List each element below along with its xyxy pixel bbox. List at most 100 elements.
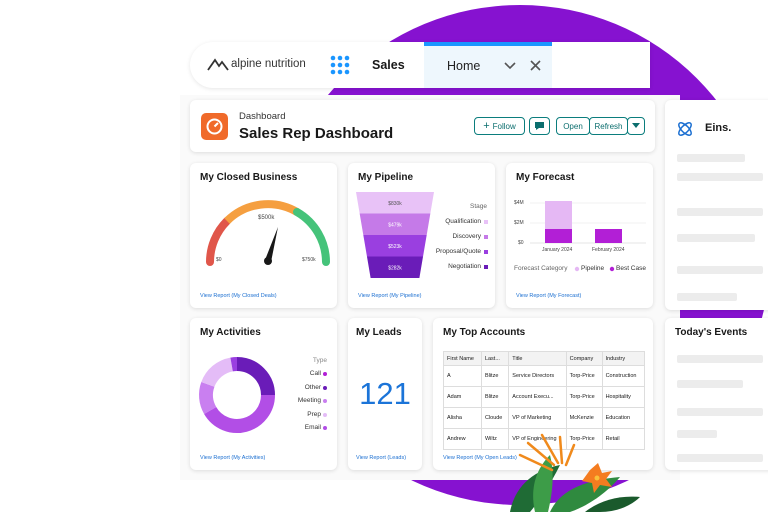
funnel: $830k $479k $523k $282k — [356, 192, 434, 278]
legend-item: Other — [304, 383, 321, 391]
report-link[interactable]: View Report (My Closed Deals) — [200, 293, 277, 299]
foliage — [510, 433, 640, 512]
menu-button[interactable] — [627, 117, 645, 135]
einstein-icon — [678, 122, 692, 136]
einstein-panel: Eins. — [665, 100, 768, 310]
donut-segment — [204, 394, 275, 433]
app-launcher[interactable] — [330, 55, 350, 75]
dot — [344, 55, 350, 61]
app-name: Sales — [372, 58, 405, 72]
dot — [337, 55, 343, 61]
table-cell: Retail — [601, 428, 646, 450]
feed-button[interactable] — [529, 117, 550, 135]
placeholder — [677, 208, 763, 216]
legend-item: Pipeline — [581, 265, 605, 272]
bar-segment — [545, 201, 572, 229]
dot — [330, 69, 336, 75]
header-title: Sales Rep Dashboard — [239, 125, 394, 142]
refresh-button[interactable]: Refresh — [589, 117, 628, 135]
legend-item: Proposal/Quote — [435, 248, 481, 255]
table-cell: Torp-Price — [565, 386, 603, 408]
legend-swatch — [323, 412, 327, 417]
tab-label: Home — [447, 59, 481, 73]
activities-card: My Activities Type View Report (My Activ… — [190, 318, 337, 470]
legend-title: Stage — [470, 203, 487, 210]
button-label: Follow — [492, 121, 516, 131]
dot — [337, 69, 343, 75]
report-link[interactable]: View Report (My Activities) — [200, 455, 266, 461]
placeholder — [677, 266, 763, 274]
leads-card: My Leads 121 View Report (Leads) — [348, 318, 422, 470]
bar-segment — [545, 229, 572, 243]
header-row: First Name Last... Title Company Industry — [443, 351, 646, 366]
legend-item: Discovery — [452, 233, 481, 240]
legend-swatch — [484, 235, 488, 239]
open-button[interactable]: Open — [556, 117, 590, 135]
brand-name: alpine nutrition — [231, 58, 306, 70]
legend-swatch — [323, 372, 327, 376]
dot — [330, 62, 336, 68]
dot — [344, 62, 350, 68]
gauge — [206, 200, 330, 266]
legend-swatch — [484, 250, 488, 254]
y-tick-label: $4M — [514, 200, 524, 206]
legend-item: Negotiation — [448, 263, 481, 270]
legend-item: Email — [304, 424, 321, 431]
funnel-stage — [363, 235, 427, 257]
table-cell: Andrew — [443, 428, 482, 450]
table-cell: Wiltz — [480, 428, 510, 450]
column-header: Company — [565, 351, 603, 366]
bar-segment — [595, 229, 622, 243]
brand-logo — [207, 58, 229, 71]
legend-swatch — [323, 399, 327, 403]
legend-swatch — [323, 385, 327, 390]
card-title: My Activities — [200, 327, 261, 338]
table-cell: Construction — [601, 365, 646, 387]
gauge-min: $0 — [216, 257, 222, 263]
x-tick-label: February 2024 — [592, 247, 625, 253]
gauge-target: $500k — [258, 215, 275, 221]
dot — [344, 69, 350, 75]
table-cell: Service Directors — [508, 365, 567, 387]
legend-item: Best Case — [616, 265, 646, 272]
stage-value: $523k — [388, 244, 402, 250]
table-cell: Torp-Price — [565, 365, 603, 387]
legend-swatch — [323, 426, 327, 430]
table-row: Alisha Cloude VP of Marketing McKenzie Educa… — [443, 407, 646, 429]
stage-value: $282k — [388, 266, 402, 272]
dashboard-icon — [201, 113, 228, 140]
donut-segment — [199, 382, 217, 414]
follow-button[interactable]: + Follow — [474, 117, 525, 135]
gauge-max: $750k — [302, 257, 316, 263]
header-label: Dashboard — [239, 111, 286, 122]
legend-item: Qualification — [445, 218, 481, 225]
placeholder — [677, 430, 717, 438]
report-link[interactable]: View Report (My Open Leads) — [443, 455, 517, 461]
column-header: Title — [508, 351, 567, 366]
forecast-card: My Forecast $4M $2M $0 January 2024 Febr… — [506, 163, 653, 308]
report-link[interactable]: View Report (Leads) — [356, 455, 407, 461]
table-cell: A — [443, 365, 482, 387]
column-header: Last... — [480, 351, 510, 366]
pipeline-card: My Pipeline $830k $479k $523k $282k Stage V… — [348, 163, 495, 308]
funnel-stage — [359, 213, 431, 235]
table-cell: Adam — [443, 386, 482, 408]
report-link[interactable]: View Report (My Forecast) — [516, 293, 582, 299]
dot — [330, 55, 336, 61]
table-cell: Account Execu... — [508, 386, 567, 408]
y-tick-label: $2M — [514, 220, 524, 226]
table-cell: VP of Engineering — [508, 428, 567, 450]
table-cell: Alisha — [443, 407, 482, 429]
legend-title: Forecast Category — [514, 265, 568, 272]
legend-swatch — [484, 220, 488, 224]
table-cell: Blitze — [480, 365, 510, 387]
card-title: My Forecast — [516, 172, 575, 183]
report-link[interactable]: View Report (My Pipeline) — [358, 293, 422, 299]
table-cell: Hospitality — [601, 386, 646, 408]
legend-item: Prep — [307, 410, 321, 418]
placeholder — [677, 355, 763, 363]
legend-item: Meeting — [297, 397, 321, 404]
tab[interactable]: Home — [424, 42, 552, 88]
placeholder — [677, 154, 745, 162]
